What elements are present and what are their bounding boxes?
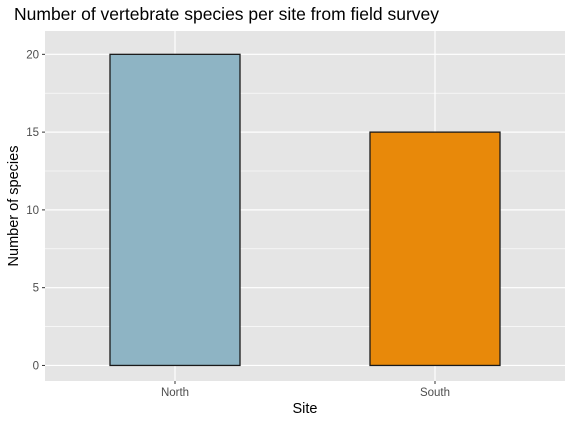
x-axis-title: Site [293,401,318,417]
y-tick-label: 15 [26,127,39,139]
x-axis: North South [161,381,450,399]
y-tick-label: 20 [26,49,39,61]
bar-north [109,53,241,367]
y-axis-title: Number of species [6,146,22,267]
y-tick-label: 0 [33,360,39,372]
y-tick-label: 10 [26,205,39,217]
y-tick-label: 5 [33,283,39,295]
y-axis: 0 5 10 15 20 [26,49,45,372]
bar-south [369,131,501,367]
x-tick-label: South [420,387,450,399]
x-tick-label: North [161,387,189,399]
bars-group [109,53,501,367]
chart-title: Number of vertebrate species per site fr… [14,4,439,24]
